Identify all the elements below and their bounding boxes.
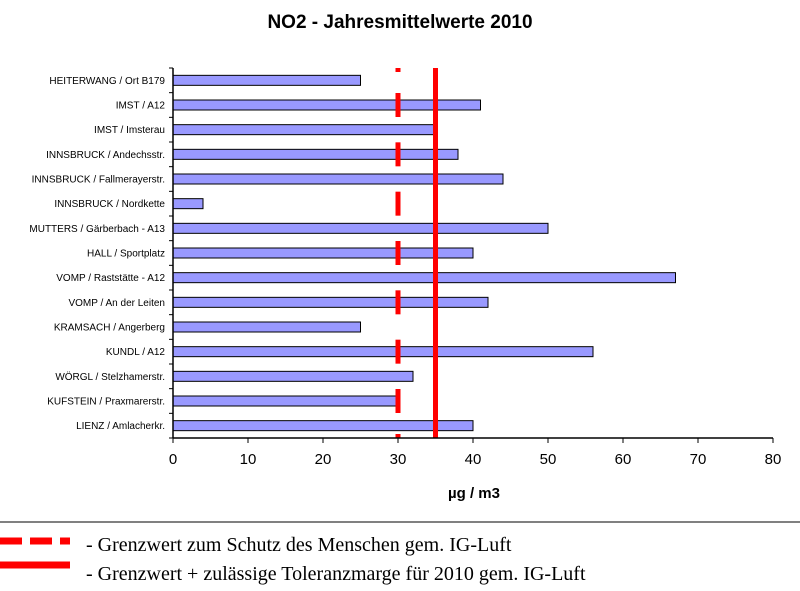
category-label: HALL / Sportplatz (87, 249, 165, 260)
category-label: KRAMSACH / Angerberg (54, 323, 165, 334)
x-tick-label: 20 (315, 451, 332, 468)
category-label: INNSBRUCK / Andechsstr. (46, 150, 165, 161)
category-label: WÖRGL / Stelzhamerstr. (55, 371, 165, 383)
bar (172, 247, 474, 259)
bar (172, 420, 474, 432)
x-tick-label: 60 (615, 451, 632, 468)
bar (172, 74, 361, 86)
x-tick-label: 10 (240, 451, 257, 468)
bar (172, 296, 489, 308)
category-label: LIENZ / Amlacherkr. (76, 421, 165, 432)
bar (172, 346, 594, 358)
bar (172, 124, 436, 136)
x-axis-title: µg / m3 (448, 485, 500, 502)
bar (172, 198, 204, 210)
category-label: KUNDL / A12 (106, 347, 166, 358)
legend: - Grenzwert zum Schutz des Menschen gem.… (0, 534, 586, 585)
plot-area: HEITERWANG / Ort B179 IMST / A12 IMST / Im… (29, 67, 782, 468)
legend-label-limit: - Grenzwert zum Schutz des Menschen gem.… (86, 534, 512, 556)
category-label: IMST / Imsterau (94, 125, 165, 136)
category-label: VOMP / Raststätte - A12 (56, 273, 165, 284)
bar (172, 173, 504, 185)
category-label: INNSBRUCK / Fallmerayerstr. (32, 175, 165, 186)
chart-title: NO2 - Jahresmittelwerte 2010 (267, 12, 532, 33)
x-tick-label: 40 (465, 451, 482, 468)
category-label: INNSBRUCK / Nordkette (54, 199, 165, 210)
x-tick-label: 30 (390, 451, 407, 468)
bar (172, 395, 399, 407)
bar (172, 321, 361, 333)
x-tick-label: 0 (169, 451, 177, 468)
legend-label-limit-tolerance: - Grenzwert + zulässige Toleranzmarge fü… (86, 563, 586, 585)
x-tick-label: 50 (540, 451, 557, 468)
x-tick-label: 80 (765, 451, 782, 468)
x-tick-label: 70 (690, 451, 707, 468)
bar (172, 272, 676, 284)
category-label: HEITERWANG / Ort B179 (49, 76, 165, 87)
category-label: MUTTERS / Gärberbach - A13 (29, 224, 165, 235)
category-label: IMST / A12 (116, 101, 166, 112)
bar (172, 222, 549, 234)
category-label: KUFSTEIN / Praxmarerstr. (47, 397, 165, 408)
category-label: VOMP / An der Leiten (68, 298, 165, 309)
bar (172, 370, 414, 382)
bar (172, 148, 459, 160)
